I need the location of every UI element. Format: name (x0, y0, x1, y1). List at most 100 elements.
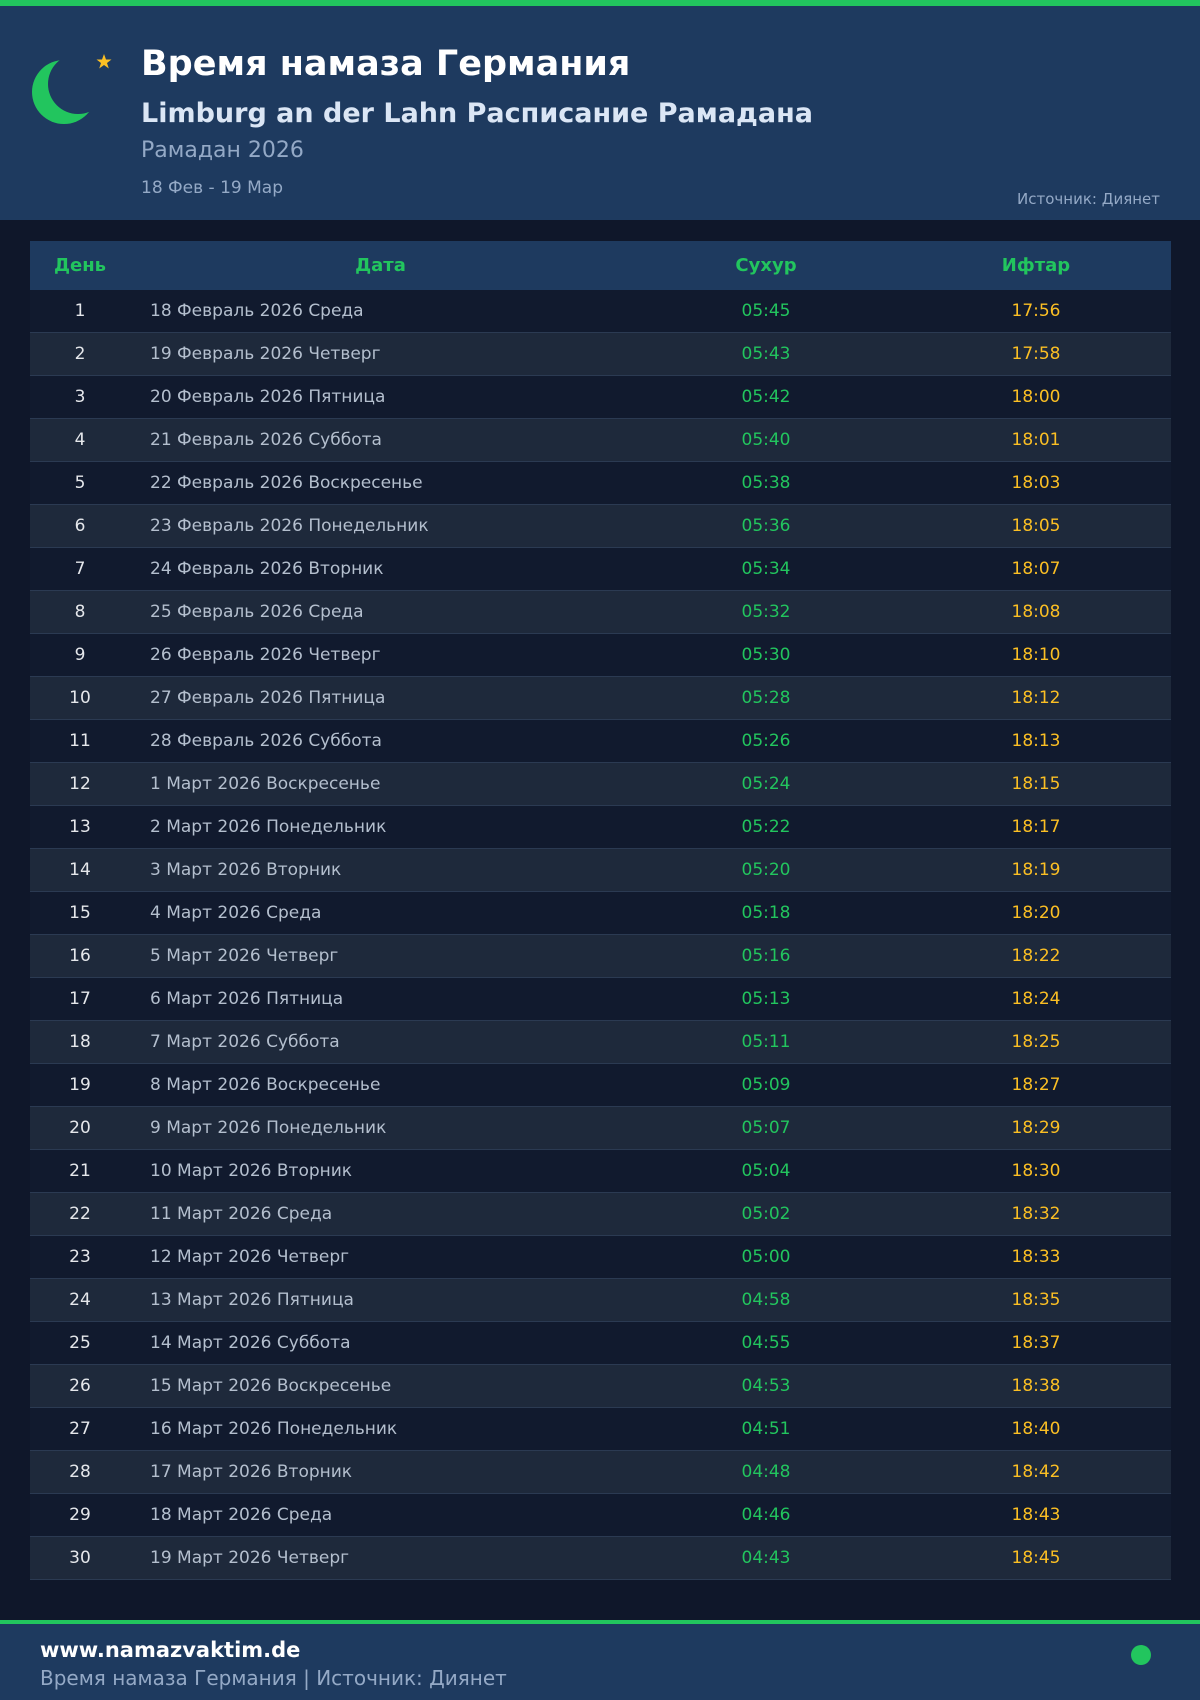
date-cell: 19 Март 2026 Четверг (130, 1536, 631, 1580)
suhur-cell: 05:11 (631, 1020, 901, 1064)
date-cell: 8 Март 2026 Воскресенье (130, 1063, 631, 1107)
day-cell: 25 (30, 1321, 130, 1365)
day-cell: 14 (30, 848, 130, 892)
page-footer: www.namazvaktim.de Время намаза Германия… (0, 1624, 1200, 1700)
suhur-cell: 05:30 (631, 633, 901, 677)
crescent-star-icon (32, 54, 112, 124)
suhur-cell: 05:28 (631, 676, 901, 720)
table-row: 8 25 Февраль 2026 Среда 05:32 18:08 (30, 590, 1171, 634)
table-row: 15 4 Март 2026 Среда 05:18 18:20 (30, 891, 1171, 935)
suhur-cell: 04:51 (631, 1407, 901, 1451)
iftar-cell: 18:33 (901, 1235, 1171, 1279)
suhur-cell: 05:24 (631, 762, 901, 806)
date-cell: 12 Март 2026 Четверг (130, 1235, 631, 1279)
table-row: 13 2 Март 2026 Понедельник 05:22 18:17 (30, 805, 1171, 849)
suhur-cell: 05:45 (631, 290, 901, 333)
iftar-cell: 18:27 (901, 1063, 1171, 1107)
iftar-cell: 18:03 (901, 461, 1171, 505)
date-cell: 28 Февраль 2026 Суббота (130, 719, 631, 763)
table-row: 18 7 Март 2026 Суббота 05:11 18:25 (30, 1020, 1171, 1064)
day-cell: 13 (30, 805, 130, 849)
date-cell: 9 Март 2026 Понедельник (130, 1106, 631, 1150)
date-cell: 24 Февраль 2026 Вторник (130, 547, 631, 591)
iftar-cell: 18:05 (901, 504, 1171, 548)
iftar-cell: 18:22 (901, 934, 1171, 978)
day-cell: 22 (30, 1192, 130, 1236)
date-cell: 7 Март 2026 Суббота (130, 1020, 631, 1064)
date-cell: 22 Февраль 2026 Воскресенье (130, 461, 631, 505)
date-cell: 21 Февраль 2026 Суббота (130, 418, 631, 462)
iftar-cell: 18:25 (901, 1020, 1171, 1064)
iftar-cell: 18:17 (901, 805, 1171, 849)
suhur-cell: 05:04 (631, 1149, 901, 1193)
day-cell: 29 (30, 1493, 130, 1537)
table-row: 5 22 Февраль 2026 Воскресенье 05:38 18:03 (30, 461, 1171, 505)
suhur-cell: 05:13 (631, 977, 901, 1021)
table-row: 14 3 Март 2026 Вторник 05:20 18:19 (30, 848, 1171, 892)
table-row: 1 18 Февраль 2026 Среда 05:45 17:56 (30, 290, 1171, 333)
iftar-cell: 18:32 (901, 1192, 1171, 1236)
date-cell: 14 Март 2026 Суббота (130, 1321, 631, 1365)
source-label: Источник: Диянет (1017, 190, 1160, 208)
iftar-cell: 18:19 (901, 848, 1171, 892)
iftar-cell: 18:24 (901, 977, 1171, 1021)
table-row: 16 5 Март 2026 Четверг 05:16 18:22 (30, 934, 1171, 978)
table-row: 4 21 Февраль 2026 Суббота 05:40 18:01 (30, 418, 1171, 462)
suhur-cell: 04:53 (631, 1364, 901, 1408)
table-row: 30 19 Март 2026 Четверг 04:43 18:45 (30, 1536, 1171, 1580)
date-cell: 6 Март 2026 Пятница (130, 977, 631, 1021)
day-cell: 4 (30, 418, 130, 462)
table-row: 9 26 Февраль 2026 Четверг 05:30 18:10 (30, 633, 1171, 677)
iftar-cell: 18:45 (901, 1536, 1171, 1580)
day-cell: 26 (30, 1364, 130, 1408)
day-cell: 3 (30, 375, 130, 419)
date-cell: 4 Март 2026 Среда (130, 891, 631, 935)
table-row: 25 14 Март 2026 Суббота 04:55 18:37 (30, 1321, 1171, 1365)
top-accent-bar (0, 0, 1200, 6)
date-cell: 3 Март 2026 Вторник (130, 848, 631, 892)
column-header-date: Дата (130, 241, 631, 290)
suhur-cell: 05:34 (631, 547, 901, 591)
table-row: 11 28 Февраль 2026 Суббота 05:26 18:13 (30, 719, 1171, 763)
day-cell: 10 (30, 676, 130, 720)
date-cell: 20 Февраль 2026 Пятница (130, 375, 631, 419)
date-cell: 25 Февраль 2026 Среда (130, 590, 631, 634)
day-cell: 15 (30, 891, 130, 935)
day-cell: 6 (30, 504, 130, 548)
day-cell: 21 (30, 1149, 130, 1193)
day-cell: 23 (30, 1235, 130, 1279)
date-cell: 26 Февраль 2026 Четверг (130, 633, 631, 677)
date-cell: 15 Март 2026 Воскресенье (130, 1364, 631, 1408)
ramadan-year: Рамадан 2026 (141, 138, 304, 163)
iftar-cell: 17:58 (901, 332, 1171, 376)
date-cell: 13 Март 2026 Пятница (130, 1278, 631, 1322)
day-cell: 17 (30, 977, 130, 1021)
day-cell: 28 (30, 1450, 130, 1494)
date-cell: 5 Март 2026 Четверг (130, 934, 631, 978)
iftar-cell: 18:30 (901, 1149, 1171, 1193)
date-cell: 16 Март 2026 Понедельник (130, 1407, 631, 1451)
date-cell: 1 Март 2026 Воскресенье (130, 762, 631, 806)
date-cell: 17 Март 2026 Вторник (130, 1450, 631, 1494)
table-row: 29 18 Март 2026 Среда 04:46 18:43 (30, 1493, 1171, 1537)
date-range: 18 Фев - 19 Мар (141, 178, 284, 198)
table-row: 17 6 Март 2026 Пятница 05:13 18:24 (30, 977, 1171, 1021)
suhur-cell: 05:02 (631, 1192, 901, 1236)
suhur-cell: 04:55 (631, 1321, 901, 1365)
table-row: 6 23 Февраль 2026 Понедельник 05:36 18:05 (30, 504, 1171, 548)
table-row: 19 8 Март 2026 Воскресенье 05:09 18:27 (30, 1063, 1171, 1107)
day-cell: 11 (30, 719, 130, 763)
table-row: 7 24 Февраль 2026 Вторник 05:34 18:07 (30, 547, 1171, 591)
status-dot-icon (1131, 1645, 1151, 1665)
column-header-suhur: Сухур (631, 241, 901, 290)
day-cell: 5 (30, 461, 130, 505)
table-row: 27 16 Март 2026 Понедельник 04:51 18:40 (30, 1407, 1171, 1451)
date-cell: 11 Март 2026 Среда (130, 1192, 631, 1236)
iftar-cell: 18:42 (901, 1450, 1171, 1494)
table-row: 3 20 Февраль 2026 Пятница 05:42 18:00 (30, 375, 1171, 419)
footer-site-link[interactable]: www.namazvaktim.de (40, 1638, 301, 1662)
iftar-cell: 18:43 (901, 1493, 1171, 1537)
day-cell: 24 (30, 1278, 130, 1322)
day-cell: 1 (30, 290, 130, 333)
suhur-cell: 05:18 (631, 891, 901, 935)
